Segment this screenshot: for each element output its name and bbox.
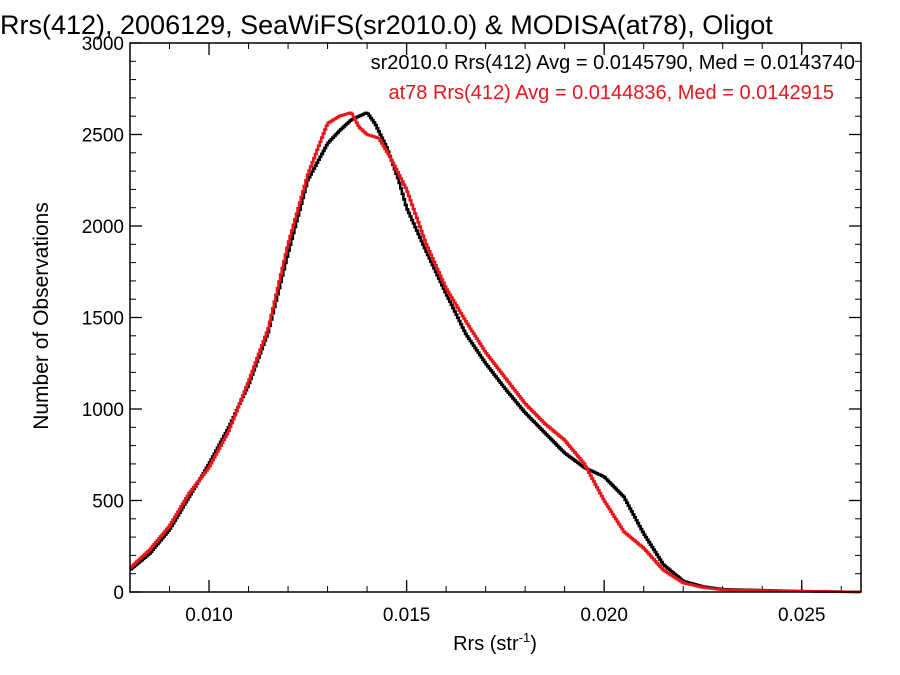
x-axis-label-superscript: -1 <box>519 630 531 645</box>
x-tick-label: 0.020 <box>580 605 628 626</box>
y-tick-label: 0 <box>113 583 124 604</box>
series-1-histogram <box>130 111 861 594</box>
x-tick-label: 0.010 <box>185 605 233 626</box>
series-layer <box>130 111 861 594</box>
y-tick-label: 3000 <box>82 34 124 55</box>
axis-ticks <box>129 42 861 593</box>
axis-tick-labels: 0.010 0.015 0.020 0.025 0 500 1000 1500 2000 2500… <box>82 34 826 626</box>
y-tick-label: 1500 <box>82 309 124 330</box>
x-axis-label-main: Rrs (str <box>453 633 519 655</box>
y-axis-label: Number of Observations <box>30 202 53 430</box>
x-axis-label: Rrs (str-1) <box>453 630 537 655</box>
x-axis-label-close: ) <box>530 633 537 655</box>
y-tick-label: 500 <box>92 492 124 513</box>
y-tick-label: 2500 <box>82 126 124 147</box>
plot-frame <box>129 42 862 593</box>
chart-title: Rrs(412), 2006129, SeaWiFS(sr2010.0) & M… <box>0 10 773 40</box>
y-tick-label: 2000 <box>82 217 124 238</box>
annotation-sr2010: sr2010.0 Rrs(412) Avg = 0.0145790, Med =… <box>371 52 855 74</box>
annotation-at78: at78 Rrs(412) Avg = 0.0144836, Med = 0.0… <box>388 82 834 104</box>
x-tick-label: 0.025 <box>778 605 826 626</box>
y-tick-label: 1000 <box>82 400 124 421</box>
x-tick-label: 0.015 <box>383 605 431 626</box>
